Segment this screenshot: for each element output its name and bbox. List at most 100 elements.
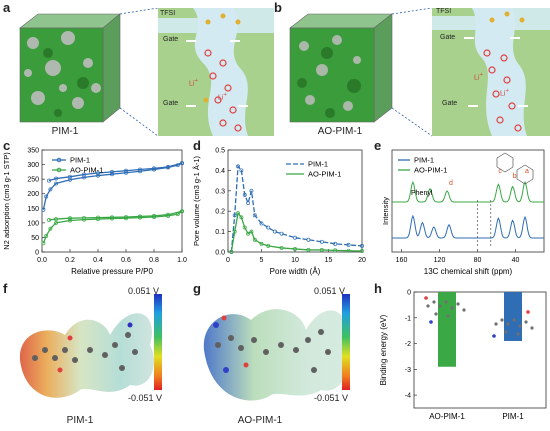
chart-d-pore-distribution: 0 5 10 15 20 0.0 0.1 0.2 0.3 0.4 0.5 Pore width (Å)… xyxy=(192,148,366,277)
chart-c-point xyxy=(54,220,58,225)
panel-label-b: b xyxy=(274,0,282,15)
chart-c-point xyxy=(68,218,72,223)
panel-label-e: e xyxy=(374,138,382,153)
chart-e-structure-bond xyxy=(524,178,534,185)
chart-d-point xyxy=(333,241,338,246)
chart-c-frame xyxy=(41,149,183,253)
chart-h-category-label: AO-PIM-1 xyxy=(429,412,465,421)
chart-c-ytick-label: 350 xyxy=(27,148,39,155)
chart-d-point xyxy=(239,215,244,220)
chart-h-atom xyxy=(512,318,516,322)
chart-c-xtick-label: 0.2 xyxy=(65,257,75,264)
chart-d-series-line xyxy=(230,211,363,253)
chart-h-atom xyxy=(438,304,442,308)
chart-d-ytick-label: 0.2 xyxy=(215,209,225,216)
chart-d-point xyxy=(272,229,277,234)
panel-label-a: a xyxy=(3,0,11,15)
panel-f-caption: PIM-1 xyxy=(66,415,94,426)
chart-h-atom xyxy=(492,334,496,338)
chart-h-ytick-label: -3 xyxy=(405,367,411,374)
chart-d-point xyxy=(319,248,324,252)
chart-d-series-line xyxy=(230,164,363,253)
chart-e-structure-bond xyxy=(524,164,534,171)
panel-g-scale-max: 0.051 V xyxy=(314,286,346,296)
chart-h-ytick-label: -2 xyxy=(405,341,411,348)
chart-c-point xyxy=(48,187,53,192)
chart-e-legend-label: AO-PIM-1 xyxy=(414,166,447,175)
chart-d-point xyxy=(239,168,244,173)
chart-e-ylabel: Intensity xyxy=(381,197,390,225)
chart-d-point xyxy=(236,211,241,216)
chart-h-atom xyxy=(456,302,460,306)
chart-e-xlabel: 13C chemical shift (ppm) xyxy=(424,267,513,276)
chart-c-point xyxy=(68,174,72,179)
chart-h-atom xyxy=(506,322,510,326)
chart-h-frame xyxy=(413,291,547,409)
chart-h-bar xyxy=(438,292,456,367)
chart-e-frame xyxy=(391,149,545,253)
chart-d-point xyxy=(293,235,297,240)
aopim1-molecule-icon xyxy=(213,315,331,373)
chart-c-point xyxy=(41,241,46,246)
chart-d-ytick-label: 0.1 xyxy=(215,229,225,236)
chart-h-atom xyxy=(432,300,436,304)
chart-c-point xyxy=(54,217,58,222)
panel-g-esp-map xyxy=(203,294,350,401)
chart-h-atom xyxy=(426,304,430,308)
chart-h-binding-energy: 0 -1 -2 -3 -4 Binding energy (eV) AO-PIM-1 PIM-… xyxy=(379,290,547,421)
chart-e-structure-bond xyxy=(496,152,506,159)
chart-d-xtick-label: 5 xyxy=(260,257,264,264)
chart-d-point xyxy=(360,249,364,253)
chart-h-atom xyxy=(500,318,504,322)
chart-c-point xyxy=(166,212,170,217)
chart-d-point xyxy=(346,248,351,253)
chart-h-atom xyxy=(504,330,508,334)
panel-label-g: g xyxy=(193,281,201,296)
chart-c-point xyxy=(138,167,142,172)
chart-d-point xyxy=(249,229,254,234)
chart-e-structure-bond xyxy=(504,152,514,159)
chart-c-point xyxy=(54,181,58,186)
chart-h-atom xyxy=(434,312,438,316)
panel-g-caption: AO-PIM-1 xyxy=(237,415,283,426)
chart-c-point xyxy=(96,173,100,178)
chart-d-point xyxy=(229,250,234,254)
chart-e-xtick-label: 40 xyxy=(512,257,520,264)
chart-d-xtick-label: 20 xyxy=(358,257,366,264)
chart-c-ytick-label: 0 xyxy=(35,250,39,257)
chart-h-atom xyxy=(516,332,520,336)
chart-c-xtick-label: 1.0 xyxy=(177,257,187,264)
chart-d-point xyxy=(246,201,251,205)
chart-d-xlabel: Pore width (Å) xyxy=(270,267,321,276)
panel-a-caption: PIM-1 xyxy=(51,126,79,137)
panel-label-c: c xyxy=(3,138,11,153)
chart-e-peak-label-d: d xyxy=(449,180,453,187)
chart-h-ytick-label: -4 xyxy=(405,393,411,400)
chart-c-xtick-label: 0.0 xyxy=(37,257,47,264)
chart-e-legend-label: PIM-1 xyxy=(414,156,434,165)
chart-c-point xyxy=(124,215,128,219)
chart-h-atom xyxy=(518,324,522,328)
chart-h-atom xyxy=(429,320,433,324)
chart-e-structure-bond xyxy=(504,166,514,173)
pim1-channel-schematic xyxy=(158,8,274,136)
chart-c-point xyxy=(47,178,51,183)
chart-e-peak-label-c: c xyxy=(498,168,502,175)
panel-a-li-label-1: Li+ xyxy=(189,78,198,88)
chart-h-ytick-label: -1 xyxy=(405,315,411,322)
chart-e-peak-label-phenyl: Phenyl xyxy=(411,190,433,197)
esp-colorbar-g xyxy=(342,294,350,390)
chart-e-structure-icon xyxy=(496,152,534,185)
chart-e-spectrum-line xyxy=(392,180,544,203)
chart-c-point xyxy=(82,215,86,220)
chart-c-point xyxy=(180,161,184,166)
chart-c-desorption-line xyxy=(48,210,183,221)
aopim1-esp-surface xyxy=(203,309,348,401)
chart-c-point xyxy=(48,226,53,231)
chart-d-point xyxy=(249,188,254,193)
chart-d-ytick-label: 0.4 xyxy=(215,168,225,175)
chart-d-point xyxy=(306,237,311,242)
aopim1-cube-icon xyxy=(289,13,393,123)
chart-e-xtick-label: 160 xyxy=(396,257,408,264)
chart-d-xtick-label: 15 xyxy=(325,257,333,264)
